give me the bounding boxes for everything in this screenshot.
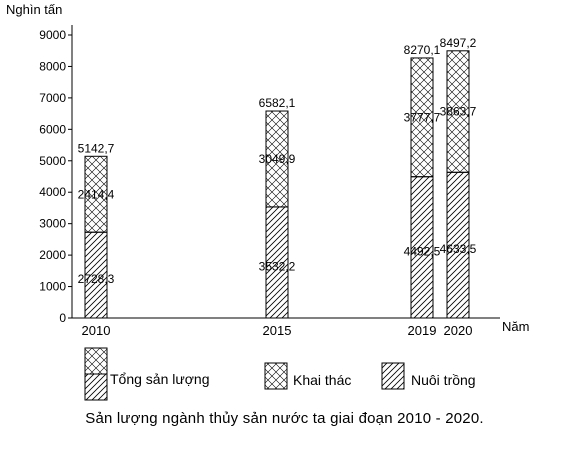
bar-khai-thac [446,50,470,173]
data-label-nuoi-trong: 2728,3 [78,272,115,286]
y-tick-label: 2000 [39,248,66,262]
x-axis-title: Năm [502,319,529,334]
y-tick-label: 9000 [39,28,66,42]
y-axis-title: Nghìn tấn [6,2,62,17]
x-tick-label: 2019 [408,323,437,338]
legend-label-nuoi-trong: Nuôi trồng [411,372,476,388]
x-tick-label: 2010 [82,323,111,338]
y-tick-label: 3000 [39,217,66,231]
data-label-khai-thac: 3049,9 [259,152,296,166]
legend-label-khai-thac: Khai thác [293,372,351,388]
data-label-khai-thac: 2414,4 [78,187,115,201]
x-tick-label: 2015 [263,323,292,338]
bar-khai-thac [84,155,108,233]
data-label-total: 6582,1 [259,96,296,110]
data-label-nuoi-trong: 4633,5 [440,242,477,256]
legend-label-total: Tổng sản lượng [110,371,210,387]
y-tick-label: 8000 [39,59,66,73]
y-tick-label: 4000 [39,185,66,199]
y-tick-label: 5000 [39,154,66,168]
x-tick-label: 2020 [444,323,473,338]
y-tick-label: 0 [59,311,66,325]
data-label-total: 8270,1 [404,43,441,57]
data-label-nuoi-trong: 4492,5 [404,244,441,258]
data-label-total: 8497,2 [440,36,477,50]
data-label-khai-thac: 3863,7 [440,105,477,119]
legend-swatch-total-top [84,347,108,375]
legend-swatch-khai-thac [264,362,288,390]
bar-khai-thac [265,110,289,208]
data-label-nuoi-trong: 3532,2 [259,259,296,273]
bar-khai-thac [410,57,434,178]
data-label-khai-thac: 3777,7 [404,110,441,124]
legend-swatch-total-bottom [84,373,108,401]
y-tick-label: 7000 [39,91,66,105]
legend-swatch-nuoi-trong [381,362,405,390]
chart-title: Sản lượng ngành thủy sản nước ta giai đo… [85,410,484,427]
y-tick-label: 1000 [39,280,66,294]
y-tick-label: 6000 [39,122,66,136]
data-label-total: 5142,7 [78,141,115,155]
